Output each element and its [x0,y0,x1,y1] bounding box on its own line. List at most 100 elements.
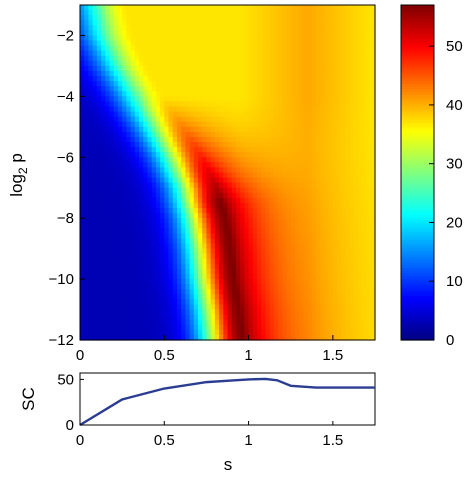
heatmap-cell [244,213,250,219]
heatmap-cell [316,111,321,118]
heatmap-cell [139,187,144,194]
heatmap-cell [282,167,288,174]
heatmap-cell [172,142,178,148]
heatmap-cell [202,5,208,11]
heatmap-cell [198,25,203,31]
heatmap-cell [282,86,288,92]
heatmap-cell [80,279,85,285]
heatmap-cell [185,70,191,77]
heatmap-cell [235,10,241,16]
heatmap-cell [168,126,174,133]
heatmap-cell [261,60,267,67]
heatmap-cell [290,258,296,265]
heatmap-cell [126,172,132,179]
heatmap-cell [273,299,279,306]
heatmap-cell [130,91,136,97]
heatmap-cell [164,152,170,158]
heatmap-cell [244,172,250,179]
heatmap-cell [337,126,342,133]
heatmap-cell [307,5,313,11]
heatmap-cell [126,126,132,133]
heatmap-cell [299,121,304,128]
heatmap-cell [269,131,275,138]
heatmap-cell [202,172,208,179]
heatmap-cell [219,45,224,52]
heatmap-cell [316,136,321,143]
heatmap-cell [265,208,271,214]
heatmap-cell [214,274,220,280]
heatmap-cell [269,309,275,316]
heatmap-cell [278,86,283,92]
heatmap-cell [172,284,178,290]
heatmap-cell [252,86,258,92]
heatmap-cell [210,91,216,97]
heatmap-cell [278,223,283,229]
heatmap-cell [155,167,161,174]
heatmap-cell [231,324,237,331]
heatmap-cell [370,55,376,62]
heatmap-cell [358,76,363,82]
heatmap-cell [269,101,275,108]
heatmap-cell [143,142,149,148]
heatmap-cell [193,10,199,16]
heatmap-cell [151,106,157,113]
heatmap-cell [202,131,208,138]
heatmap-cell [164,5,170,11]
heatmap-cell [206,289,212,295]
heatmap-cell [261,228,267,235]
heatmap-cell [278,20,283,26]
heatmap-cell [206,304,212,311]
heatmap-cell [337,167,342,174]
heatmap-cell [349,15,355,21]
heatmap-cell [316,304,321,311]
heatmap-cell [109,314,115,321]
heatmap-cell [214,299,220,306]
colorbar-cell [401,214,434,218]
colorbar-cell [401,35,434,40]
heatmap-cell [337,202,342,209]
heatmap-cell [134,218,140,224]
heatmap-cell [370,192,376,199]
heatmap-cell [269,182,275,189]
heatmap-cell [134,101,140,108]
heatmap-cell [231,96,237,103]
heatmap-cell [214,142,220,148]
heatmap-cell [273,233,279,240]
heatmap-cell [316,329,321,336]
heatmap-cell [113,208,119,214]
heatmap-cell [345,147,351,153]
heatmap-cell [117,213,123,219]
heatmap-cell [193,263,199,270]
heatmap-cell [370,263,376,270]
heatmap-cell [155,10,161,16]
heatmap-cell [370,299,376,306]
heatmap-cell [269,40,275,47]
heatmap-cell [223,10,229,16]
heatmap-cell [122,65,127,72]
heatmap-cell [257,35,262,42]
heatmap-cell [126,228,132,235]
heatmap-cell [92,131,98,138]
heatmap-cell [227,177,233,184]
heatmap-cell [299,65,304,72]
heatmap-cell [248,172,254,179]
heatmap-cell [168,263,174,270]
heatmap-cell [273,258,279,265]
heatmap-cell [273,177,279,184]
heatmap-cell [92,258,98,265]
heatmap-cell [273,40,279,47]
heatmap-cell [278,263,283,270]
heatmap-cell [307,162,313,169]
heatmap-cell [219,253,224,260]
heatmap-cell [252,30,258,37]
heatmap-cell [105,202,111,209]
heatmap-cell [206,101,212,108]
heatmap-cell [185,258,191,265]
heatmap-cell [185,60,191,67]
heatmap-cell [181,131,186,138]
heatmap-cell [235,202,241,209]
heatmap-cell [286,294,292,300]
heatmap-cell [181,304,186,311]
heatmap-cell [332,218,338,224]
heatmap-cell [248,96,254,103]
